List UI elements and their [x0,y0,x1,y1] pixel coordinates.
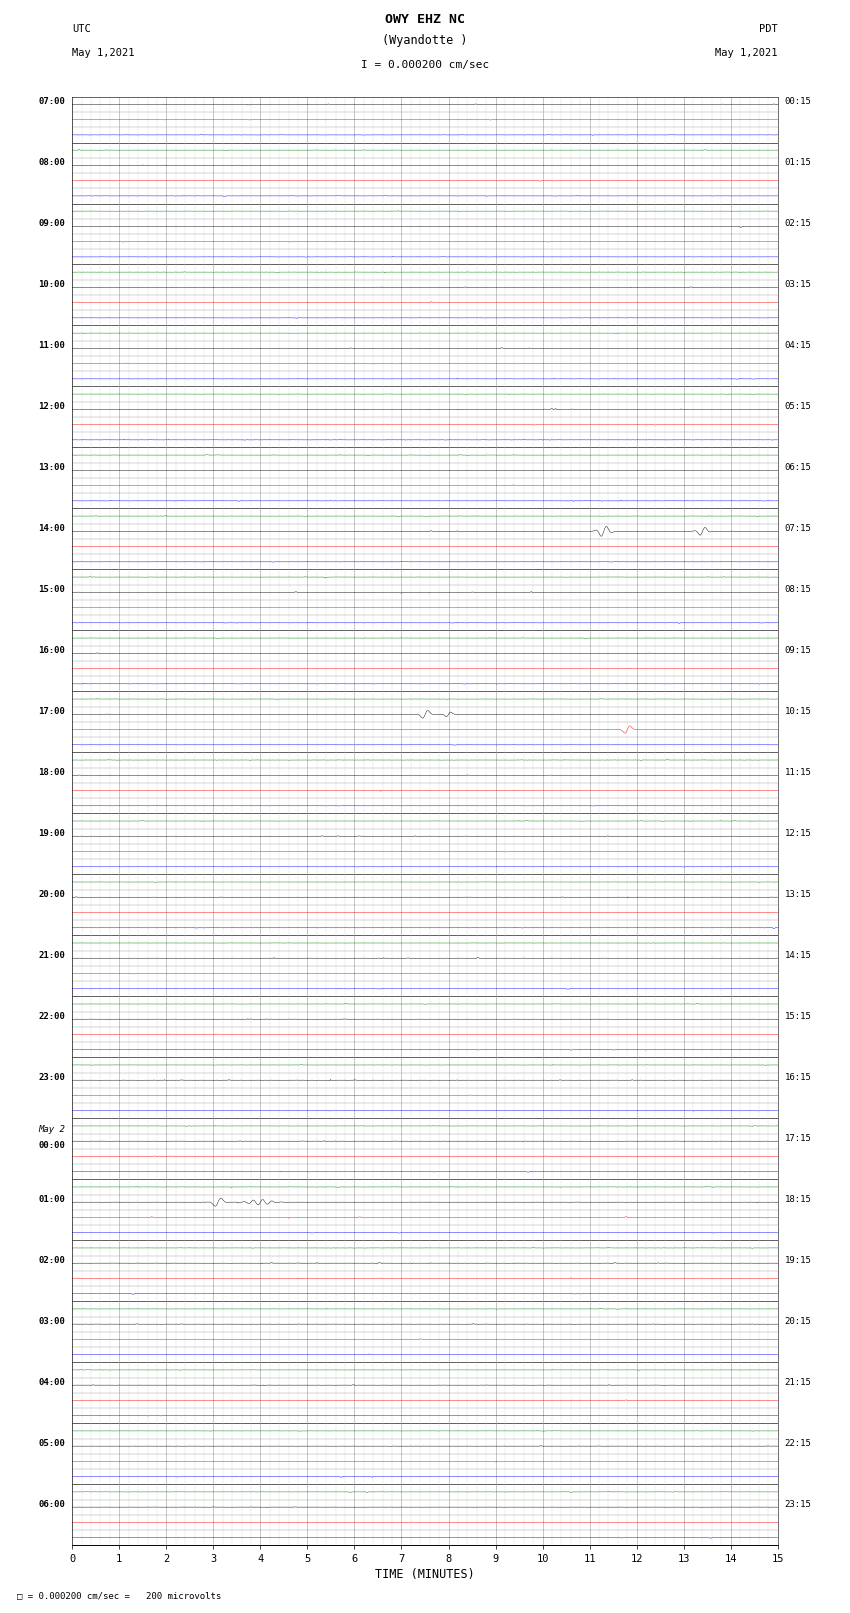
Text: 18:00: 18:00 [38,768,65,776]
Text: OWY EHZ NC: OWY EHZ NC [385,13,465,26]
Text: 05:00: 05:00 [38,1439,65,1447]
Text: 12:15: 12:15 [785,829,812,837]
Text: 23:00: 23:00 [38,1073,65,1082]
Text: 01:00: 01:00 [38,1195,65,1203]
Text: 21:00: 21:00 [38,950,65,960]
Text: I = 0.000200 cm/sec: I = 0.000200 cm/sec [361,60,489,69]
Text: 08:15: 08:15 [785,584,812,594]
Text: 00:00: 00:00 [38,1142,65,1150]
Text: 08:00: 08:00 [38,158,65,166]
Text: 17:15: 17:15 [785,1134,812,1142]
Text: 22:00: 22:00 [38,1011,65,1021]
Text: UTC: UTC [72,24,91,34]
Text: 13:00: 13:00 [38,463,65,471]
Text: 19:15: 19:15 [785,1255,812,1265]
Text: 15:15: 15:15 [785,1011,812,1021]
Text: 02:00: 02:00 [38,1255,65,1265]
Text: 10:00: 10:00 [38,279,65,289]
Text: 09:15: 09:15 [785,645,812,655]
Text: 00:15: 00:15 [785,97,812,106]
Text: 03:15: 03:15 [785,279,812,289]
Text: 01:15: 01:15 [785,158,812,166]
Text: 07:00: 07:00 [38,97,65,106]
Text: 20:15: 20:15 [785,1316,812,1326]
Text: 23:15: 23:15 [785,1500,812,1508]
Text: 04:00: 04:00 [38,1378,65,1387]
Text: 14:00: 14:00 [38,524,65,532]
Text: □ = 0.000200 cm/sec =   200 microvolts: □ = 0.000200 cm/sec = 200 microvolts [17,1590,221,1600]
Text: PDT: PDT [759,24,778,34]
Text: 14:15: 14:15 [785,950,812,960]
X-axis label: TIME (MINUTES): TIME (MINUTES) [375,1568,475,1581]
Text: 05:15: 05:15 [785,402,812,411]
Text: 20:00: 20:00 [38,890,65,898]
Text: 11:15: 11:15 [785,768,812,776]
Text: 22:15: 22:15 [785,1439,812,1447]
Text: 12:00: 12:00 [38,402,65,411]
Text: 10:15: 10:15 [785,706,812,716]
Text: 17:00: 17:00 [38,706,65,716]
Text: 13:15: 13:15 [785,890,812,898]
Text: 07:15: 07:15 [785,524,812,532]
Text: 04:15: 04:15 [785,340,812,350]
Text: 15:00: 15:00 [38,584,65,594]
Text: May 1,2021: May 1,2021 [72,48,135,58]
Text: 19:00: 19:00 [38,829,65,837]
Text: (Wyandotte ): (Wyandotte ) [382,34,468,47]
Text: 16:15: 16:15 [785,1073,812,1082]
Text: 21:15: 21:15 [785,1378,812,1387]
Text: 06:00: 06:00 [38,1500,65,1508]
Text: 18:15: 18:15 [785,1195,812,1203]
Text: 06:15: 06:15 [785,463,812,471]
Text: May 2: May 2 [38,1124,65,1134]
Text: 03:00: 03:00 [38,1316,65,1326]
Text: 09:00: 09:00 [38,219,65,227]
Text: 02:15: 02:15 [785,219,812,227]
Text: 11:00: 11:00 [38,340,65,350]
Text: May 1,2021: May 1,2021 [715,48,778,58]
Text: 16:00: 16:00 [38,645,65,655]
